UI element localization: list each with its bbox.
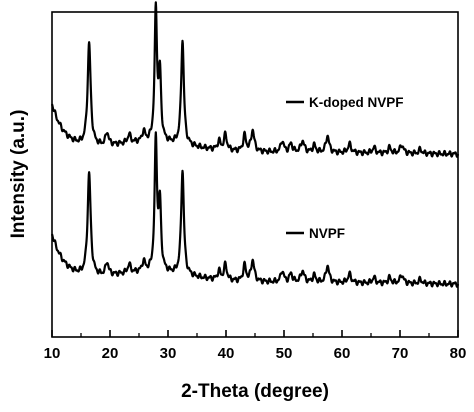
x-tick-label-30: 30 (160, 345, 177, 362)
series-line-k-doped-nvpf (50, 1, 460, 158)
series-layer (50, 1, 460, 288)
legend-label-nvpf: NVPF (309, 226, 345, 241)
x-ticks: 10 20 30 40 50 60 70 80 (44, 330, 467, 362)
x-axis-title: 2-Theta (degree) (181, 381, 329, 402)
series-line-nvpf (50, 131, 460, 288)
x-tick-label-50: 50 (276, 345, 293, 362)
x-tick-label-80: 80 (450, 345, 467, 362)
x-tick-label-40: 40 (218, 345, 235, 362)
x-tick-label-10: 10 (44, 345, 61, 362)
legend-k-doped-nvpf: K-doped NVPF (286, 95, 404, 110)
legend-nvpf: NVPF (286, 226, 345, 241)
y-axis-title: Intensity (a.u.) (8, 110, 29, 239)
plot-frame (51, 11, 459, 338)
x-tick-label-60: 60 (334, 345, 351, 362)
x-tick-label-20: 20 (102, 345, 119, 362)
legend-label-k-doped-nvpf: K-doped NVPF (309, 95, 404, 110)
x-tick-label-70: 70 (392, 345, 409, 362)
